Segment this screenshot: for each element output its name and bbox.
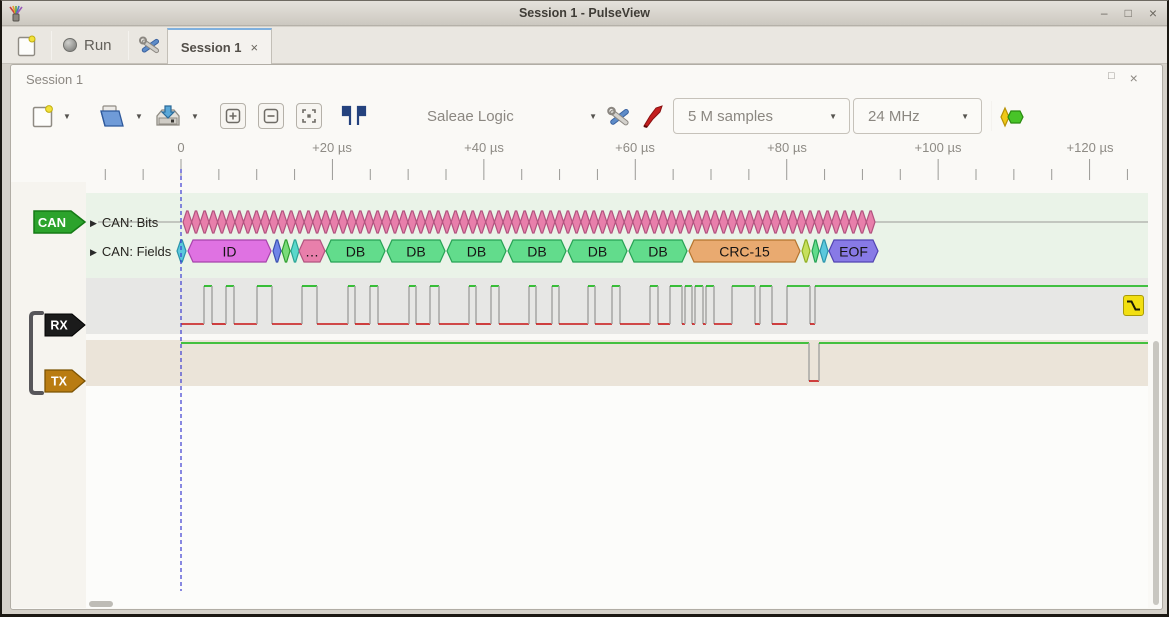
vertical-scrollbar-thumb[interactable] — [1153, 341, 1159, 605]
probe-button[interactable] — [639, 103, 667, 131]
open-dropdown-icon[interactable]: ▼ — [135, 112, 143, 121]
falling-edge-trigger-marker[interactable] — [1123, 295, 1144, 316]
channel-group-bracket[interactable] — [27, 309, 47, 397]
ruler-tick-label: +80 µs — [767, 140, 807, 155]
zoom-out-button[interactable] — [258, 103, 284, 129]
close-button[interactable]: × — [1148, 5, 1157, 21]
ruler-tick-label: +60 µs — [615, 140, 655, 155]
toolbar-separator — [128, 31, 129, 60]
trigger-flags-icon — [341, 105, 367, 125]
ruler-tick-label: +120 µs — [1066, 140, 1114, 155]
rx-channel-tag[interactable]: RX — [44, 313, 87, 338]
decode-row-bits[interactable]: ▶ CAN: Bits — [90, 215, 158, 230]
ruler-tick-label: +20 µs — [312, 140, 352, 155]
decode-row-label: CAN: Fields — [101, 244, 172, 259]
zoom-in-icon — [225, 108, 241, 124]
tx-channel-tag[interactable]: TX — [44, 369, 87, 394]
trigger-flags-button[interactable] — [339, 102, 371, 130]
chevron-down-icon: ▼ — [829, 111, 837, 121]
decoder-icon — [1000, 106, 1024, 128]
minimize-button[interactable]: – — [1100, 6, 1108, 20]
trace-gutter — [11, 182, 86, 608]
expand-arrow-icon[interactable]: ▶ — [90, 247, 97, 257]
save-icon — [156, 105, 180, 126]
open-folder-icon — [100, 105, 124, 127]
new-file-icon — [32, 105, 53, 128]
add-decoder-button[interactable] — [997, 105, 1027, 129]
chevron-down-icon: ▼ — [589, 111, 597, 121]
sample-rate-select[interactable]: 24 MHz ▼ — [853, 98, 982, 134]
svg-text:CAN: CAN — [38, 215, 66, 230]
falling-edge-icon — [1127, 300, 1140, 311]
run-led-icon — [63, 38, 77, 52]
dock-title: Session 1 — [26, 72, 84, 87]
tx-trace-band[interactable] — [86, 340, 1148, 386]
decode-row-fields[interactable]: ▶ CAN: Fields — [90, 244, 171, 259]
svg-text:TX: TX — [51, 375, 68, 389]
ruler-tick-label: 0 — [177, 140, 185, 155]
can-decoder-tag[interactable]: CAN — [33, 210, 87, 235]
device-label: Saleae Logic — [427, 107, 514, 125]
expand-arrow-icon[interactable]: ▶ — [90, 218, 97, 228]
zoom-out-icon — [263, 108, 279, 124]
save-button[interactable] — [152, 101, 184, 131]
settings-button[interactable] — [135, 31, 165, 61]
sample-rate-value: 24 MHz — [868, 107, 920, 125]
chevron-down-icon: ▼ — [961, 111, 969, 121]
channels-button[interactable] — [604, 103, 634, 131]
rx-trace-band[interactable] — [86, 278, 1148, 334]
ruler-tick-label: +40 µs — [464, 140, 504, 155]
svg-text:RX: RX — [50, 319, 68, 333]
title-bar[interactable]: Session 1 - PulseView – □ × — [2, 1, 1167, 26]
decode-trace-band[interactable] — [86, 193, 1148, 278]
horizontal-scrollbar-thumb[interactable] — [89, 601, 113, 607]
dock-close-button[interactable]: × — [1129, 70, 1138, 86]
open-button[interactable] — [96, 101, 128, 131]
zoom-fit-button[interactable] — [296, 103, 322, 129]
tab-label: Session 1 — [180, 39, 242, 55]
toolbar-separator — [991, 101, 992, 131]
time-ruler[interactable]: 0 +20 µs +40 µs +60 µs +80 µs +100 µs +120 µs — [11, 136, 1162, 182]
app-icon — [9, 5, 23, 22]
zoom-in-button[interactable] — [220, 103, 246, 129]
tab-session-1[interactable]: Session 1 × — [167, 28, 272, 64]
run-button[interactable]: Run — [55, 30, 120, 60]
trace-view-empty-area — [86, 386, 1148, 608]
ruler-tick-label: +100 µs — [914, 140, 962, 155]
maximize-button[interactable]: □ — [1124, 6, 1132, 20]
new-session-button[interactable] — [12, 31, 42, 61]
save-dropdown-icon[interactable]: ▼ — [191, 112, 199, 121]
sample-count-value: 5 M samples — [688, 107, 774, 125]
new-view-dropdown-icon[interactable]: ▼ — [63, 112, 71, 121]
probe-icon — [643, 105, 663, 128]
new-file-icon — [17, 35, 36, 57]
decode-row-label: CAN: Bits — [101, 215, 159, 230]
window-title: Session 1 - PulseView — [518, 6, 651, 20]
new-view-button[interactable] — [28, 101, 58, 131]
toolbar-separator — [51, 31, 52, 60]
tab-close-icon[interactable]: × — [250, 39, 259, 55]
wrench-screwdriver-icon — [607, 106, 629, 126]
device-select[interactable]: Saleae Logic ▼ — [427, 101, 597, 131]
main-toolbar: Run Session 1 × — [2, 27, 1167, 64]
dock-float-button[interactable]: □ — [1108, 70, 1115, 82]
run-label: Run — [84, 36, 112, 54]
sample-count-select[interactable]: 5 M samples ▼ — [673, 98, 850, 134]
tools-icon — [139, 36, 160, 54]
zoom-fit-icon — [302, 109, 316, 123]
